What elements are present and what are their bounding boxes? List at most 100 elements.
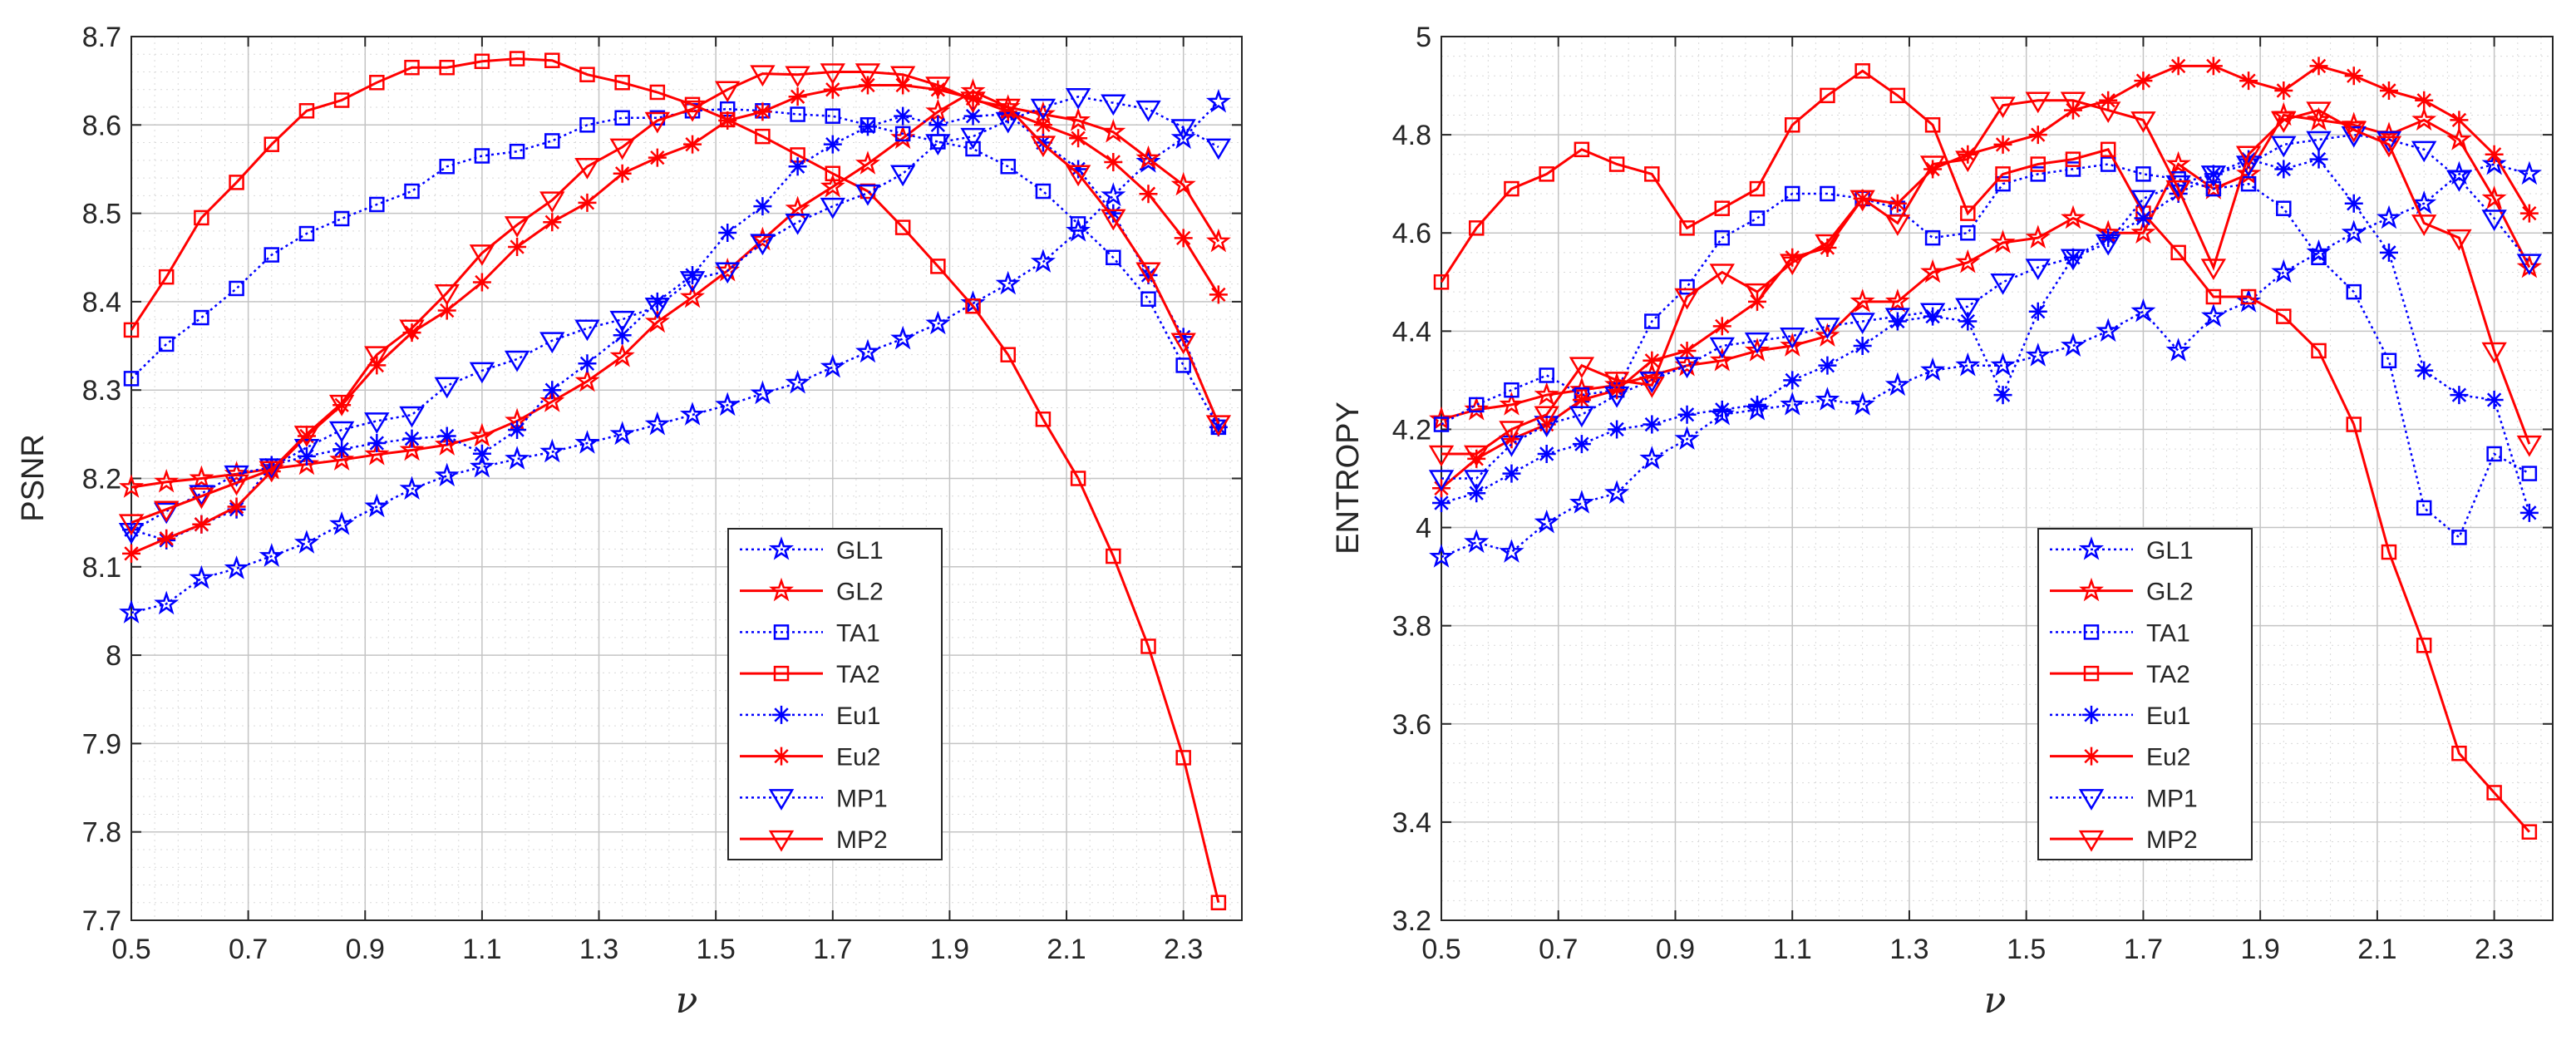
psnr-ta2-point — [1140, 638, 1156, 654]
psnr-gl2-point — [329, 446, 355, 471]
psnr-gl1-point — [119, 599, 144, 624]
psnr-mp1-point — [118, 523, 145, 545]
entropy-eu1-point — [2485, 391, 2504, 410]
psnr-ta2-point — [965, 298, 981, 314]
entropy-mp1-point — [1464, 470, 1490, 491]
psnr-eu2-point — [578, 193, 597, 212]
psnr-mp1-point — [820, 197, 845, 219]
entropy-ta1-point — [2276, 200, 2292, 216]
entropy-eu2-point — [1467, 449, 1486, 468]
entropy-mp2-point — [1709, 264, 1735, 285]
psnr-x-tick-label: 1.5 — [697, 934, 736, 965]
psnr-eu2-point — [472, 273, 491, 292]
psnr-x-tick-label: 0.9 — [346, 934, 385, 965]
entropy-mp1-point — [1849, 313, 1875, 334]
psnr-eu2-point — [823, 80, 842, 99]
psnr-y-tick-label: 7.7 — [82, 905, 121, 937]
psnr-mp2-point — [293, 426, 320, 447]
entropy-legend-item-mp1: MP1 — [2050, 785, 2198, 812]
psnr-ta1-point — [579, 117, 595, 133]
entropy-mp1-point — [2271, 136, 2297, 158]
psnr-gl2-point — [189, 465, 214, 490]
entropy-mp2-point — [2096, 101, 2121, 124]
psnr-eu1-point — [543, 381, 562, 400]
entropy-mp1-point — [2446, 170, 2472, 192]
entropy-eu2-point — [2344, 67, 2363, 86]
psnr-eu2-point — [753, 102, 772, 121]
psnr-mp2-point — [820, 63, 845, 85]
entropy-ta1-point — [2030, 166, 2047, 182]
psnr-ta2-point — [509, 51, 525, 67]
entropy-legend-item-gl1: GL1 — [2050, 536, 2194, 564]
psnr-eu1-point — [858, 117, 877, 136]
entropy-ta1-point — [2521, 466, 2538, 481]
psnr-mp2-point — [925, 76, 951, 98]
psnr-mp2-point — [434, 284, 460, 306]
entropy-grid — [1441, 36, 2553, 921]
psnr-ta2-point — [1210, 895, 1227, 910]
entropy-ta2-point — [1644, 166, 1660, 182]
psnr-gl1-point — [679, 402, 706, 426]
entropy-mp1-point — [1603, 386, 1630, 408]
psnr-eu2-point — [928, 80, 948, 99]
psnr-eu2-point — [262, 461, 281, 481]
entropy-gl1-point — [1499, 539, 1524, 563]
entropy-ta2-point — [1468, 220, 1485, 236]
psnr-eu2-point — [1104, 152, 1123, 171]
psnr-eu2-point — [1174, 229, 1193, 248]
psnr-ta2-point — [755, 128, 771, 145]
entropy-gl2-point — [1780, 333, 1805, 357]
psnr-legend-label: Eu2 — [836, 744, 880, 771]
entropy-eu1-point — [2028, 302, 2047, 321]
entropy-ta1-point — [2065, 161, 2081, 177]
entropy-gl1-point — [1920, 357, 1946, 382]
entropy-mp2-point — [1674, 288, 1700, 310]
entropy-legend-item-ta2: TA2 — [2050, 661, 2190, 688]
psnr-ta2-point — [123, 322, 140, 338]
entropy-mp1-point — [1428, 470, 1455, 491]
entropy-legend-item-eu2: Eu2 — [2050, 744, 2190, 771]
entropy-mp1-point — [1534, 416, 1559, 437]
entropy-gl2-point — [2481, 185, 2507, 209]
entropy-legend-label: Eu1 — [2146, 702, 2190, 730]
psnr-mp2-point — [644, 111, 671, 134]
entropy-eu1-point — [2134, 209, 2153, 228]
entropy-y-tick-label: 4.4 — [1392, 316, 1431, 347]
psnr-gl1-point — [539, 438, 565, 463]
psnr-ta2-point — [1000, 347, 1016, 362]
psnr-eu2-point — [157, 529, 176, 548]
entropy-eu1-point — [1608, 420, 1627, 439]
psnr-gl2-point — [1205, 228, 1231, 253]
psnr-gl2-point — [1101, 118, 1126, 143]
entropy-ta1-point — [1749, 210, 1766, 226]
psnr-gl1-point — [1030, 249, 1056, 273]
entropy-gl1-point — [1534, 509, 1559, 534]
entropy-mp1-point — [1674, 357, 1700, 379]
entropy-gl2-point — [1920, 259, 1946, 283]
psnr-mp1-point — [785, 213, 810, 235]
psnr-ta2-point — [264, 136, 280, 152]
entropy-ta2-point — [1574, 141, 1590, 158]
entropy-gl1-point — [1429, 544, 1454, 568]
entropy-ta2-point — [2205, 288, 2222, 305]
psnr-series-ta2 — [123, 51, 1227, 910]
psnr-ta2-point — [894, 219, 911, 235]
entropy-ta1-point — [1644, 313, 1660, 329]
psnr-eu2-point — [402, 323, 421, 343]
entropy-ta2-point — [2346, 416, 2362, 432]
psnr-x-tick-label: 1.3 — [579, 934, 618, 965]
psnr-ta2-point — [579, 67, 595, 82]
psnr-mp2-point — [364, 346, 390, 368]
psnr-eu1-point — [1104, 204, 1123, 223]
entropy-legend-label: MP1 — [2146, 785, 2198, 812]
psnr-gl1-point — [574, 430, 600, 454]
psnr-mp2-point — [855, 63, 881, 85]
psnr-eu2-point — [332, 396, 352, 415]
entropy-ta1-point — [1679, 278, 1695, 295]
entropy-x-tick-label: 1.9 — [2241, 934, 2280, 965]
psnr-mp2-point — [1101, 209, 1126, 231]
psnr-eu2-point — [788, 87, 807, 106]
entropy-ta1-point — [1433, 416, 1450, 432]
entropy-mp2-point — [2306, 101, 2332, 124]
entropy-mp2-point — [2271, 111, 2297, 133]
